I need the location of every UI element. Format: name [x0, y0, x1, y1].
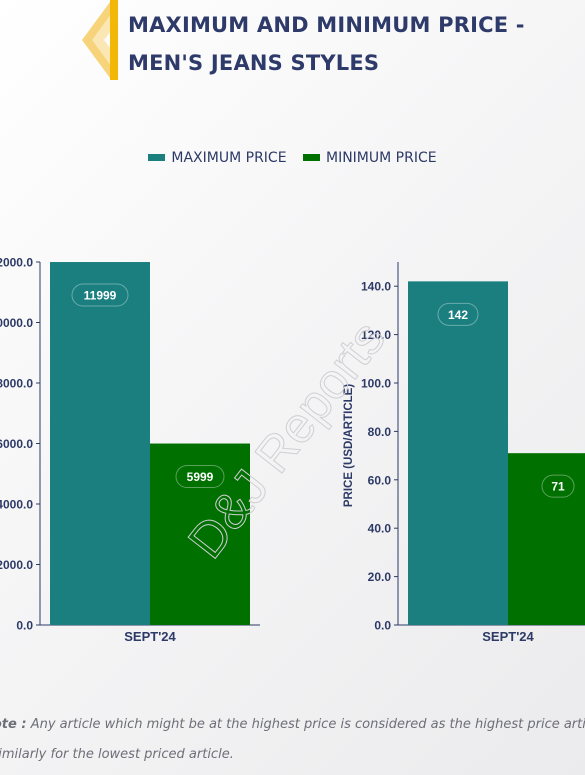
- legend-label-maximum: MAXIMUM PRICE: [171, 150, 287, 166]
- watermark: D&J Reports: [177, 311, 396, 569]
- legend-label-minimum: MINIMUM PRICE: [326, 150, 437, 166]
- data-label: 5999: [187, 470, 214, 484]
- title-line-1: MAXIMUM AND MINIMUM PRICE -: [128, 13, 525, 37]
- page-title: MAXIMUM AND MINIMUM PRICE - MEN'S JEANS …: [128, 6, 568, 82]
- x-category-label: SEPT'24: [124, 629, 176, 644]
- y-tick-label: 100.0: [361, 377, 391, 391]
- y-tick-label: 60.0: [368, 473, 392, 487]
- y-tick-label: 0.0: [16, 619, 33, 633]
- header-accent-bar: [110, 0, 118, 80]
- y-tick-label: 6000.0: [0, 437, 33, 451]
- y-tick-label: 140.0: [361, 280, 391, 294]
- data-label-bg: [541, 474, 575, 498]
- y-tick-label: 4000.0: [0, 498, 33, 512]
- y-tick-label: 10000.0: [0, 316, 33, 330]
- y-tick-label: 80.0: [368, 425, 392, 439]
- data-label-bg: [71, 283, 129, 307]
- legend-swatch-maximum: [148, 153, 166, 161]
- y-tick-label: 2000.0: [0, 558, 33, 572]
- charts-canvas: 0.0 2000.0 4000.0 6000.0 8000.0 10000.0 12000.…: [0, 256, 585, 644]
- bar-maximum: [50, 262, 150, 625]
- title-line-2: MEN'S JEANS STYLES: [128, 51, 380, 75]
- data-label-bg: [437, 302, 479, 326]
- data-label-bg: [175, 465, 225, 489]
- footnote-text-1: Any article which might be at the highes…: [30, 717, 585, 732]
- y-tick-label: 120.0: [361, 328, 391, 342]
- legend-item-maximum: MAXIMUM PRICE: [148, 150, 287, 166]
- data-label: 11999: [84, 289, 117, 303]
- bar-maximum: [408, 281, 508, 625]
- chart-legend: MAXIMUM PRICE MINIMUM PRICE: [0, 150, 585, 166]
- y-tick-label: 12000.0: [0, 256, 33, 270]
- legend-item-minimum: MINIMUM PRICE: [303, 150, 437, 166]
- y-axis-title: PRICE (USD/ARTICLE): [343, 384, 355, 507]
- y-tick-label: 0.0: [374, 619, 391, 633]
- data-label: 142: [448, 308, 468, 322]
- y-tick-label: 40.0: [368, 522, 392, 536]
- x-category-label: SEPT'24: [482, 629, 534, 644]
- y-tick-label: 20.0: [368, 570, 392, 584]
- y-tick-label: 8000.0: [0, 377, 33, 391]
- legend-swatch-minimum: [303, 153, 320, 161]
- footnote-prefix: Note :: [0, 717, 27, 732]
- footnote: Note : Any article which might be at the…: [0, 710, 585, 770]
- data-label: 71: [551, 480, 565, 494]
- footnote-line-2: Similarly for the lowest priced article.: [0, 747, 234, 762]
- footnote-line-1: Note : Any article which might be at the…: [0, 710, 585, 740]
